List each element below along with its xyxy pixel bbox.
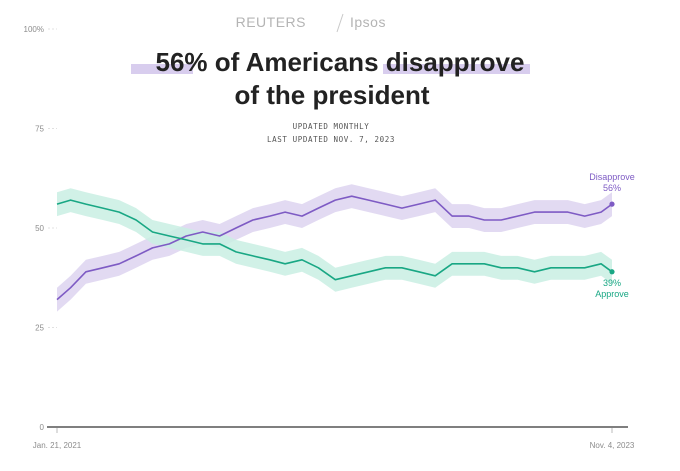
disapprove-end-point: [609, 201, 615, 207]
grid: [48, 28, 57, 328]
approve-label: Approve: [595, 289, 629, 299]
approve-band: [57, 188, 612, 292]
x-tick-label-start: Jan. 21, 2021: [33, 441, 82, 450]
title-highlight-disapprove: [383, 64, 530, 74]
confidence-bands: [57, 184, 612, 312]
reuters-brand: REUTERS: [236, 14, 306, 30]
disapprove-line: [56, 195, 613, 301]
disapprove-band: [57, 184, 612, 312]
y-tick-label-25: 25: [35, 324, 44, 333]
y-tick-label-0: 0: [40, 423, 45, 432]
y-tick-label-75: 75: [35, 125, 44, 134]
title-disapprove: disapprove: [386, 47, 525, 77]
title-line-2: of the president: [234, 80, 429, 110]
axes: 0 25 50 75 100% Jan. 21, 2021 Nov. 4, 2023: [24, 25, 635, 450]
y-tick-label-100: 100%: [24, 25, 44, 34]
title-percent: 56%: [156, 47, 208, 77]
disapprove-value-label: 56%: [603, 183, 621, 193]
title-line-1: 56% of Americans disapprove: [156, 47, 525, 77]
approve-value-label: 39%: [603, 278, 621, 288]
title-middle: of Americans: [208, 47, 386, 77]
brand-separator: [336, 13, 344, 33]
approve-line: [56, 199, 613, 281]
updated-frequency: UPDATED MONTHLY: [293, 122, 370, 131]
x-tick-label-end: Nov. 4, 2023: [590, 441, 635, 450]
approve-end-point: [609, 269, 615, 275]
chart-title: 56% of Americans disapprove of the presi…: [131, 47, 530, 110]
ipsos-brand: Ipsos: [350, 14, 386, 30]
y-tick-label-50: 50: [35, 224, 44, 233]
last-updated: LAST UPDATED NOV. 7, 2023: [267, 135, 395, 144]
title-highlight-percent: [131, 64, 193, 74]
disapprove-label: Disapprove: [589, 172, 635, 182]
series-lines: [56, 195, 615, 301]
